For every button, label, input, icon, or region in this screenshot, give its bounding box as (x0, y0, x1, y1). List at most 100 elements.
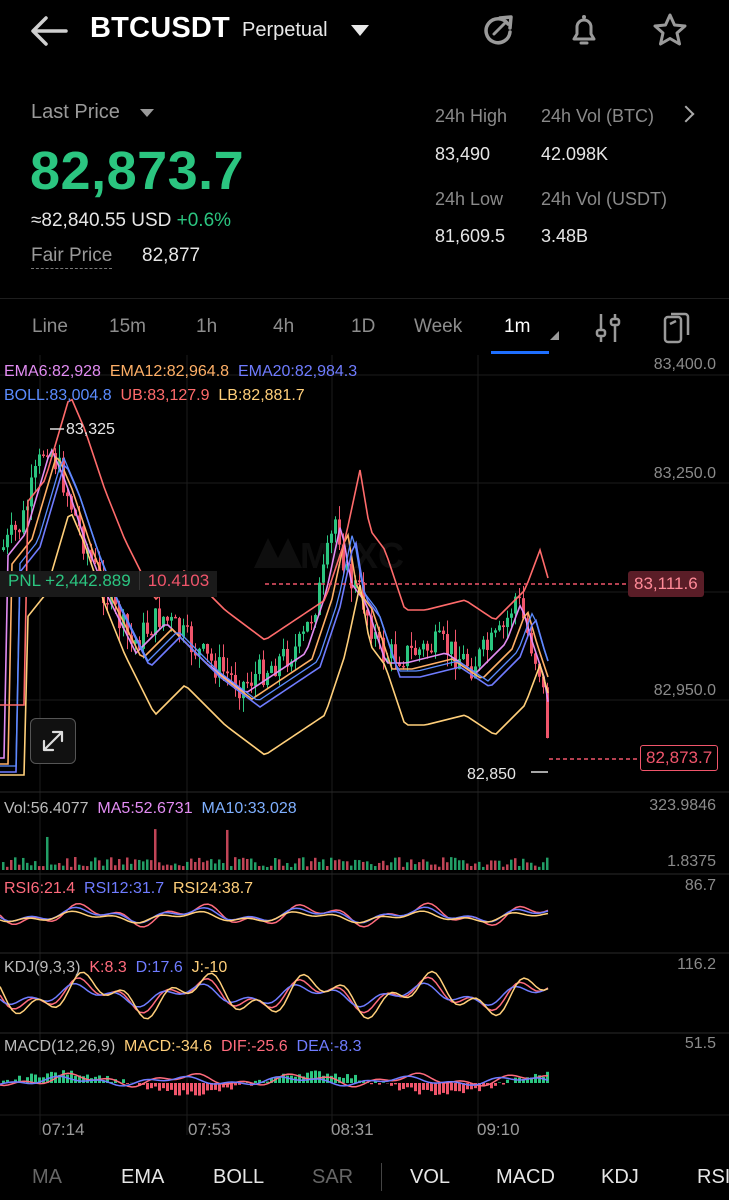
indicator-tab-ema[interactable]: EMA (121, 1166, 165, 1188)
candlestick-chart[interactable]: MEXC (0, 355, 729, 1165)
volume-bar (150, 860, 153, 870)
macd-bar (418, 1083, 421, 1095)
macd-bar (438, 1083, 441, 1095)
candle-body (434, 631, 437, 653)
chart-grid (0, 355, 729, 1135)
volume-bar (426, 861, 429, 870)
candle-body (22, 510, 25, 533)
candle-body (186, 625, 189, 627)
macd-bar (266, 1081, 269, 1083)
vol-btc-label: 24h Vol (BTC) (541, 106, 655, 126)
tab-4h[interactable]: 4h (273, 316, 295, 337)
indicator-tab-vol[interactable]: VOL (410, 1166, 451, 1188)
tab-1d[interactable]: 1D (351, 316, 376, 337)
volume-bar (494, 860, 497, 870)
macd-title: MACD(12,26,9) (4, 1038, 116, 1055)
boll-line (0, 456, 549, 767)
indicator-tab-ma[interactable]: MA (32, 1166, 62, 1188)
volume-bar (194, 861, 197, 870)
back-arrow-icon[interactable] (28, 14, 72, 48)
rsi12-line (0, 906, 549, 924)
vol-usdt-label: 24h Vol (USDT) (541, 189, 668, 209)
volume-bar (154, 829, 157, 870)
candle-body (174, 616, 177, 619)
candle-body (358, 580, 361, 583)
settings-sliders-icon[interactable] (594, 312, 622, 349)
tab-1h[interactable]: 1h (196, 316, 218, 337)
chevron-down-icon[interactable] (351, 25, 369, 36)
candle-body (514, 596, 517, 614)
bell-icon[interactable] (566, 12, 602, 48)
volume-bar (318, 861, 321, 870)
indicator-tab-boll[interactable]: BOLL (213, 1166, 265, 1188)
fair-price-label[interactable]: Fair Price (31, 245, 113, 269)
tab-15m[interactable]: 15m (109, 316, 146, 337)
macd-bar (190, 1083, 193, 1092)
volume-bar (142, 861, 145, 870)
tab-week[interactable]: Week (414, 316, 463, 337)
symbol-title[interactable]: BTCUSDT (90, 12, 230, 44)
macd-bar (18, 1075, 21, 1083)
layout-copy-icon[interactable] (662, 311, 690, 350)
fair-price-value: 82,877 (142, 245, 201, 266)
usd-approx: ≈82,840.55 USD (31, 210, 172, 231)
volume-bar (298, 858, 301, 870)
indicator-tab-macd[interactable]: MACD (496, 1166, 555, 1188)
candle-body (6, 534, 9, 548)
volume-bar (26, 862, 29, 870)
macd-bar (158, 1083, 161, 1091)
lb-label: LB:82,881.7 (218, 387, 305, 404)
indicator-tab-rsi[interactable]: RSI (697, 1166, 729, 1188)
volume-bar (418, 862, 421, 870)
low-marker-label: 82,850 (467, 766, 516, 783)
pnl-bar[interactable]: PNL +2,442.889 10.4103 (0, 571, 218, 597)
expand-icon[interactable] (30, 718, 76, 764)
volume-bar (50, 864, 53, 870)
volume-bar (322, 859, 325, 870)
volume-bar (174, 863, 177, 870)
macd-bar (170, 1083, 173, 1090)
candle-body (306, 621, 309, 632)
volume-bar (466, 863, 469, 870)
macd-bar (66, 1074, 69, 1083)
volume-bar (126, 857, 129, 870)
contract-type[interactable]: Perpetual (242, 19, 328, 41)
candle-body (230, 673, 233, 675)
volume-bar (46, 836, 49, 870)
volume-bar (474, 863, 477, 870)
macd-bar (522, 1078, 525, 1083)
candle-body (394, 644, 397, 663)
volume-bar (166, 864, 169, 870)
high-value: 83,490 (435, 144, 491, 164)
tab-line[interactable]: Line (32, 316, 68, 337)
last-price-label[interactable]: Last Price (31, 101, 120, 123)
candle-body (30, 477, 33, 507)
macd-bar (486, 1083, 489, 1086)
refresh-icon[interactable] (480, 12, 516, 48)
macd-bar (490, 1083, 493, 1089)
kdj-indicator-row: KDJ(9,3,3) K:8.3 D:17.6 J:-10 (4, 959, 227, 977)
volume-bar (122, 864, 125, 870)
volume-bar (98, 860, 101, 870)
volume-bar (342, 861, 345, 870)
candle-body (318, 582, 321, 616)
volume-bar (146, 859, 149, 870)
candle-body (70, 496, 73, 510)
candle-body (210, 653, 213, 661)
tab-1m[interactable]: 1m (504, 316, 531, 337)
macd-bar (102, 1080, 105, 1083)
star-icon[interactable] (652, 12, 688, 48)
indicator-tab-sar[interactable]: SAR (312, 1166, 354, 1188)
volume-bar (378, 862, 381, 870)
volume-bar (434, 864, 437, 870)
ema12-label: EMA12:82,964.8 (109, 363, 230, 380)
ema20-line (0, 463, 549, 773)
candle-body (506, 617, 509, 628)
volume-bar (402, 866, 405, 870)
boll-label: BOLL:83,004.8 (4, 387, 112, 404)
macd-bar (318, 1071, 321, 1083)
chevron-right-icon[interactable] (677, 105, 695, 123)
chevron-down-icon[interactable] (550, 331, 559, 340)
indicator-tab-kdj[interactable]: KDJ (601, 1166, 639, 1188)
chevron-down-icon[interactable] (140, 109, 154, 117)
